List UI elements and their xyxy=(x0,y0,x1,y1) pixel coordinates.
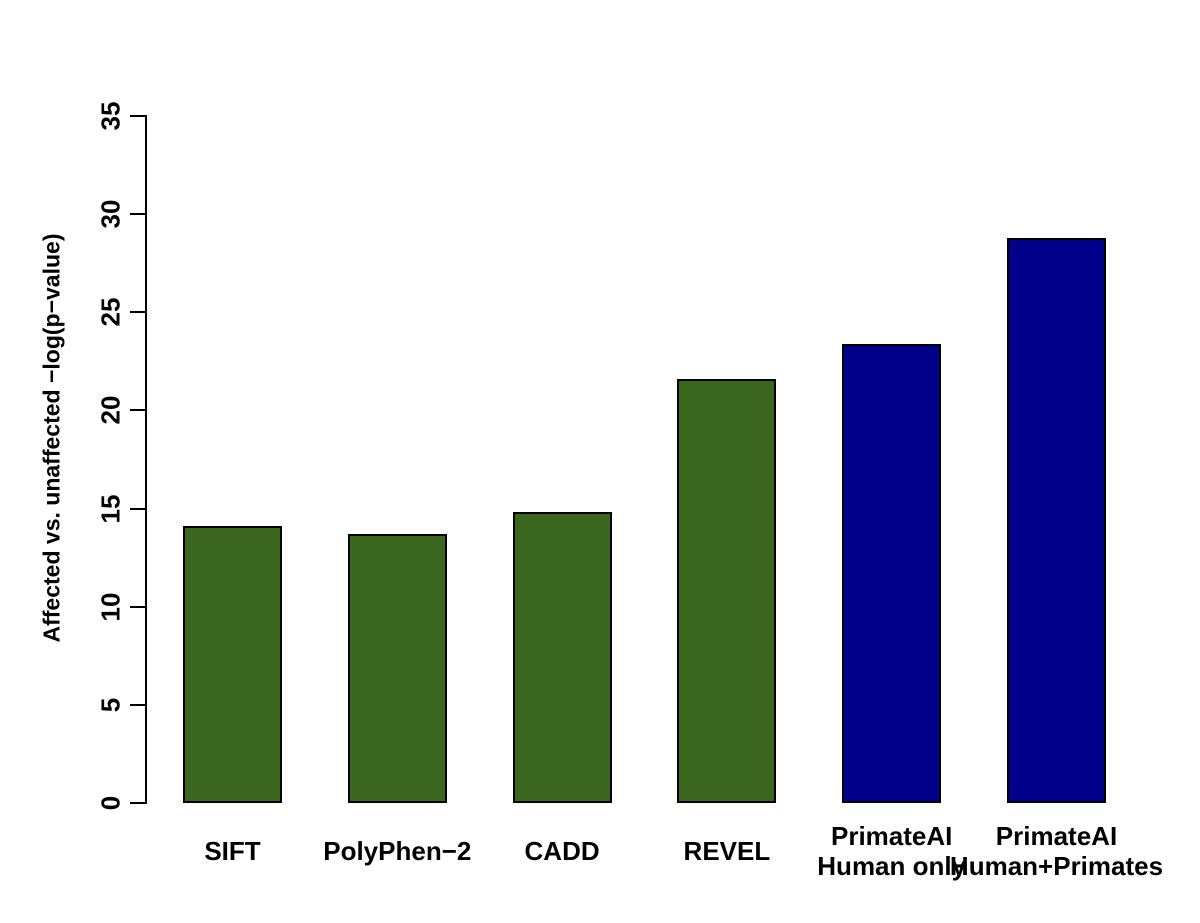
y-axis-title: Affected vs. unaffected −log(p−value) xyxy=(38,233,65,643)
x-label-cadd: CADD xyxy=(524,836,600,866)
bar-revel xyxy=(677,379,777,803)
y-tick-mark-5 xyxy=(130,703,147,706)
y-tick-mark-20 xyxy=(130,409,147,412)
y-tick-label-10: 10 xyxy=(95,592,126,622)
y-tick-label-30: 30 xyxy=(95,199,126,229)
y-tick-mark-25 xyxy=(130,311,147,314)
y-tick-label-15: 15 xyxy=(95,494,126,524)
bar-primateai-human-primates xyxy=(1007,237,1106,803)
y-tick-mark-30 xyxy=(130,213,147,216)
x-label-polyphen-2: PolyPhen−2 xyxy=(323,836,472,866)
x-label-sift: SIFT xyxy=(204,836,261,866)
y-tick-label-0: 0 xyxy=(95,795,126,811)
bar-polyphen-2 xyxy=(347,534,447,803)
bar-sift xyxy=(183,526,282,803)
y-tick-label-20: 20 xyxy=(95,395,126,425)
x-label-primateai-human-primates: PrimateAI Human+Primates xyxy=(949,821,1164,881)
y-tick-mark-10 xyxy=(130,605,147,608)
bar-primateai-human-only xyxy=(842,343,942,803)
y-tick-mark-15 xyxy=(130,507,147,510)
y-axis-line xyxy=(145,115,147,804)
x-label-revel: REVEL xyxy=(683,836,771,866)
y-tick-mark-35 xyxy=(130,115,147,117)
bar-cadd xyxy=(512,512,612,803)
x-label-primateai-human-only: PrimateAI Human only xyxy=(817,821,967,881)
y-tick-mark-0 xyxy=(130,802,147,804)
y-tick-label-35: 35 xyxy=(95,101,126,131)
y-tick-label-5: 5 xyxy=(95,697,126,713)
y-tick-label-25: 25 xyxy=(95,297,126,327)
